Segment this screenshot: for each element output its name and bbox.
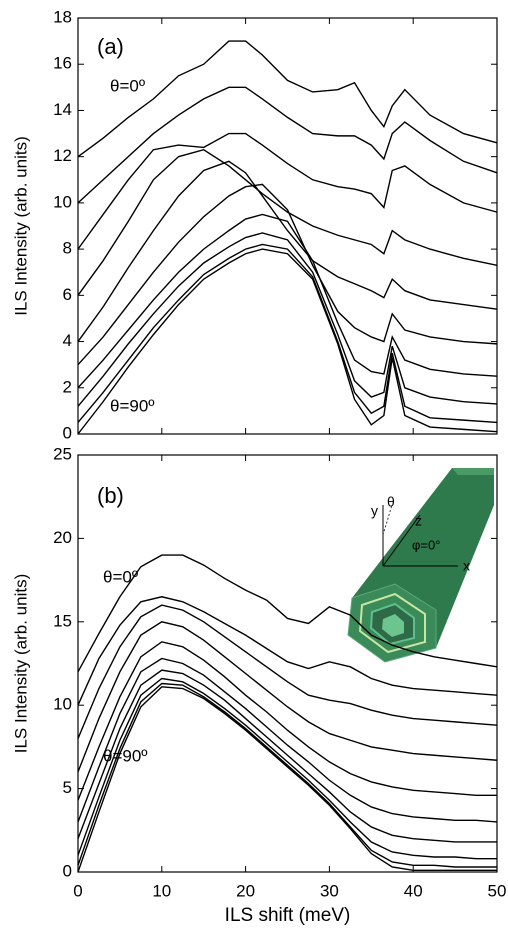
- data-line: [77, 641, 497, 801]
- annotation: θ: [387, 494, 395, 510]
- annotation: x: [463, 558, 470, 574]
- y-axis-label: ILS Intensity (arb. units): [11, 136, 30, 316]
- data-line: [77, 657, 498, 823]
- y-axis-label: ILS Intensity (arb. units): [11, 574, 30, 754]
- rod-ring: [358, 592, 426, 654]
- rod-top: [452, 468, 494, 475]
- y-tick-label: 5: [63, 778, 72, 797]
- data-line: [77, 682, 497, 868]
- y-tick-label: 10: [53, 192, 72, 211]
- annotation: (a): [97, 34, 124, 59]
- annotation: θ=90º: [110, 396, 155, 415]
- annotation: φ=0°: [412, 537, 440, 552]
- x-tick-label: 0: [73, 881, 82, 900]
- data-line: [77, 604, 498, 739]
- x-tick-label: 40: [404, 881, 423, 900]
- annotation: θ=0º: [110, 76, 145, 95]
- x-tick-label: 50: [488, 881, 507, 900]
- axis-z-arrow: [382, 514, 421, 567]
- annotation: y: [371, 503, 378, 519]
- data-line: [77, 243, 498, 424]
- data-line: [77, 183, 498, 366]
- y-tick-label: 20: [53, 528, 72, 547]
- y-tick-label: 16: [53, 54, 72, 73]
- annotation: (b): [97, 483, 124, 508]
- y-tick-label: 14: [53, 100, 72, 119]
- y-tick-label: 8: [63, 239, 72, 258]
- data-line: [77, 677, 497, 860]
- data-line: [77, 86, 498, 204]
- y-tick-label: 18: [53, 7, 72, 26]
- data-line: [77, 686, 497, 873]
- annotation: θ=90º: [103, 746, 148, 765]
- data-line: [77, 132, 498, 250]
- y-tick-label: 25: [53, 444, 72, 463]
- data-line: [77, 213, 498, 389]
- y-tick-label: 10: [53, 695, 72, 714]
- wave-vector: [382, 504, 393, 536]
- x-axis-label: ILS shift (meV): [225, 905, 351, 926]
- data-line: [77, 40, 498, 158]
- x-tick-label: 30: [320, 881, 339, 900]
- x-tick-label: 20: [236, 881, 255, 900]
- data-line: [77, 554, 498, 673]
- annotation: z: [415, 513, 422, 529]
- data-line: [77, 232, 498, 407]
- data-line: [77, 148, 498, 296]
- data-line: [77, 160, 498, 342]
- y-tick-label: 0: [63, 423, 72, 442]
- rod-core: [382, 614, 404, 637]
- data-line: [77, 248, 498, 435]
- annotation: θ=0º: [103, 567, 138, 586]
- y-tick-label: 0: [63, 861, 72, 880]
- y-tick-label: 15: [53, 611, 72, 630]
- rod-inset: [347, 468, 494, 663]
- data-line: [77, 596, 498, 706]
- x-tick-label: 10: [152, 881, 171, 900]
- data-line: [77, 621, 498, 773]
- y-tick-label: 12: [53, 146, 72, 165]
- plot-frame: [77, 17, 498, 435]
- y-tick-label: 6: [63, 285, 72, 304]
- plot-frame: [77, 454, 498, 873]
- y-tick-label: 2: [63, 377, 72, 396]
- y-tick-label: 4: [63, 331, 72, 350]
- data-line: [77, 669, 497, 843]
